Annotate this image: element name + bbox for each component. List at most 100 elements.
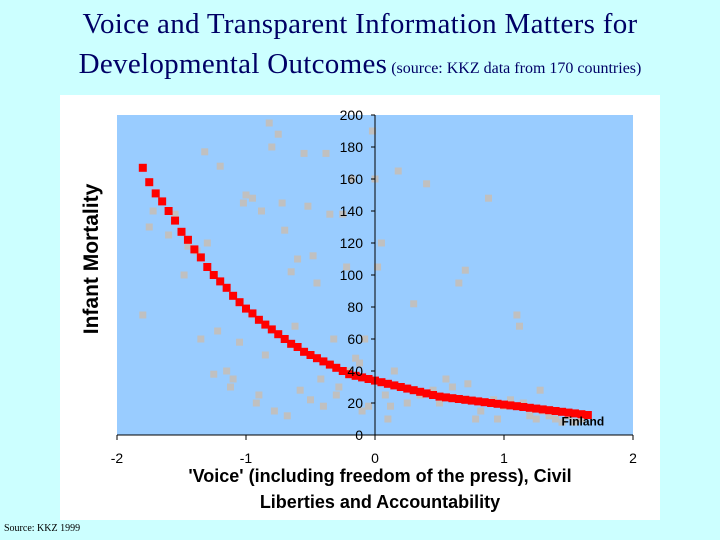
slide-title-source: (source: KKZ data from 170 countries) <box>387 60 642 77</box>
scatter-point-76 <box>461 266 469 274</box>
scatter-point-36 <box>300 149 308 157</box>
fit-curve-point-16 <box>242 304 250 313</box>
scatter-point-54 <box>358 407 366 415</box>
fit-curve-point-29 <box>325 360 334 369</box>
scatter-point-80 <box>485 194 493 202</box>
fit-curve-point-15 <box>235 298 244 307</box>
scatter-point-19 <box>242 191 250 199</box>
scatter-point-25 <box>265 119 273 127</box>
fit-curve-point-65 <box>558 407 567 416</box>
fit-curve-point-33 <box>351 371 360 380</box>
fit-curve-point-6 <box>177 227 186 236</box>
fit-curve-point-51 <box>467 396 476 405</box>
fit-curve-point-28 <box>319 357 328 366</box>
scatter-point-60 <box>377 239 385 247</box>
scatter-point-28 <box>274 130 282 138</box>
fit-curve-point-45 <box>429 391 438 399</box>
scatter-point-44 <box>326 210 334 218</box>
fit-curve-point-13 <box>222 283 231 292</box>
scatter-layer <box>139 119 585 426</box>
scatter-point-70 <box>423 180 431 188</box>
scatter-point-12 <box>214 327 222 335</box>
scatter-point-8 <box>197 335 205 343</box>
scatter-point-23 <box>257 207 265 215</box>
scatter-point-64 <box>390 367 398 375</box>
fit-curve-point-14 <box>229 291 238 300</box>
fit-curve-point-35 <box>364 375 373 383</box>
scatter-point-82 <box>494 415 502 423</box>
fit-curve-point-44 <box>422 389 431 398</box>
fit-curve-point-12 <box>216 277 225 286</box>
scatter-point-75 <box>455 279 463 287</box>
x-tick-label-0: -2 <box>111 450 124 466</box>
scatter-point-29 <box>278 199 286 207</box>
y-tick-label-1: 20 <box>347 395 363 411</box>
scatter-point-39 <box>309 252 317 260</box>
scatter-point-86 <box>515 322 523 330</box>
y-tick-label-9: 180 <box>340 139 364 155</box>
fit-curve-point-63 <box>545 406 554 415</box>
fit-curve-point-61 <box>532 404 541 413</box>
scatter-point-85 <box>513 311 521 319</box>
slide-title-text-2: Developmental Outcomes <box>78 48 388 80</box>
fit-curve-point-5 <box>171 216 180 225</box>
scatter-point-18 <box>239 199 247 207</box>
scatter-point-62 <box>384 415 392 423</box>
fit-curve-point-58 <box>512 402 521 411</box>
scatter-point-78 <box>472 415 480 423</box>
fit-curve-point-10 <box>203 263 212 271</box>
scatter-point-72 <box>436 399 443 407</box>
fit-curve-point-19 <box>261 320 270 329</box>
fit-curve-point-3 <box>158 197 167 206</box>
fit-curve-point-38 <box>383 379 392 388</box>
scatter-point-93 <box>552 415 560 423</box>
fit-curve-point-69 <box>583 411 592 419</box>
scatter-point-33 <box>291 322 299 330</box>
fit-curve-point-62 <box>538 405 547 414</box>
scatter-point-13 <box>216 162 224 170</box>
scatter-point-74 <box>448 383 456 391</box>
chart-panel: 0 20 40 60 80 100 120 140 160 180 200 -2 -1 0 1 2 Finl… <box>60 95 660 520</box>
scatter-point-79 <box>477 407 485 415</box>
fit-curve-point-2 <box>151 189 160 198</box>
fit-curve-point-54 <box>487 399 496 407</box>
fit-curve-point-67 <box>570 409 579 418</box>
y-tick-label-3: 60 <box>347 331 363 347</box>
fit-curve-point-25 <box>300 347 309 356</box>
scatter-point-1 <box>145 223 153 231</box>
scatter-point-35 <box>296 386 304 394</box>
fit-curve-point-11 <box>209 271 218 279</box>
scatter-point-37 <box>304 202 312 210</box>
scatter-point-31 <box>283 412 291 420</box>
scatter-point-53 <box>356 359 364 367</box>
scatter-point-90 <box>536 386 544 394</box>
fit-curve-point-57 <box>506 401 515 410</box>
fit-curve-point-4 <box>164 207 173 215</box>
x-axis-label-line-1: 'Voice' (including freedom of the press)… <box>188 466 571 486</box>
scatter-point-52 <box>352 354 360 362</box>
scatter-point-14 <box>223 367 231 375</box>
fit-curve-layer <box>138 163 592 419</box>
fit-curve-point-32 <box>345 370 354 379</box>
scatter-point-17 <box>236 338 244 346</box>
y-axis-label: Infant Mortality <box>80 183 103 334</box>
scatter-point-16 <box>229 375 237 383</box>
scatter-point-5 <box>180 271 188 279</box>
scatter-point-38 <box>307 396 314 404</box>
fit-curve-point-55 <box>493 399 502 408</box>
scatter-point-61 <box>381 391 389 399</box>
scatter-point-27 <box>270 407 278 415</box>
fit-curve-point-43 <box>416 387 425 396</box>
fit-curve-point-46 <box>435 392 444 401</box>
fit-curve-point-23 <box>287 339 296 348</box>
scatter-point-3 <box>165 231 173 239</box>
x-tick-label-2: 0 <box>371 450 379 466</box>
x-tick-label-4: 2 <box>629 450 637 466</box>
scatter-point-40 <box>313 279 321 287</box>
scatter-point-45 <box>330 335 338 343</box>
fit-curve-point-21 <box>274 330 283 339</box>
fit-curve-point-31 <box>338 367 347 375</box>
fit-curve-point-49 <box>454 395 463 403</box>
scatter-point-56 <box>365 402 373 410</box>
scatter-point-24 <box>261 351 269 359</box>
